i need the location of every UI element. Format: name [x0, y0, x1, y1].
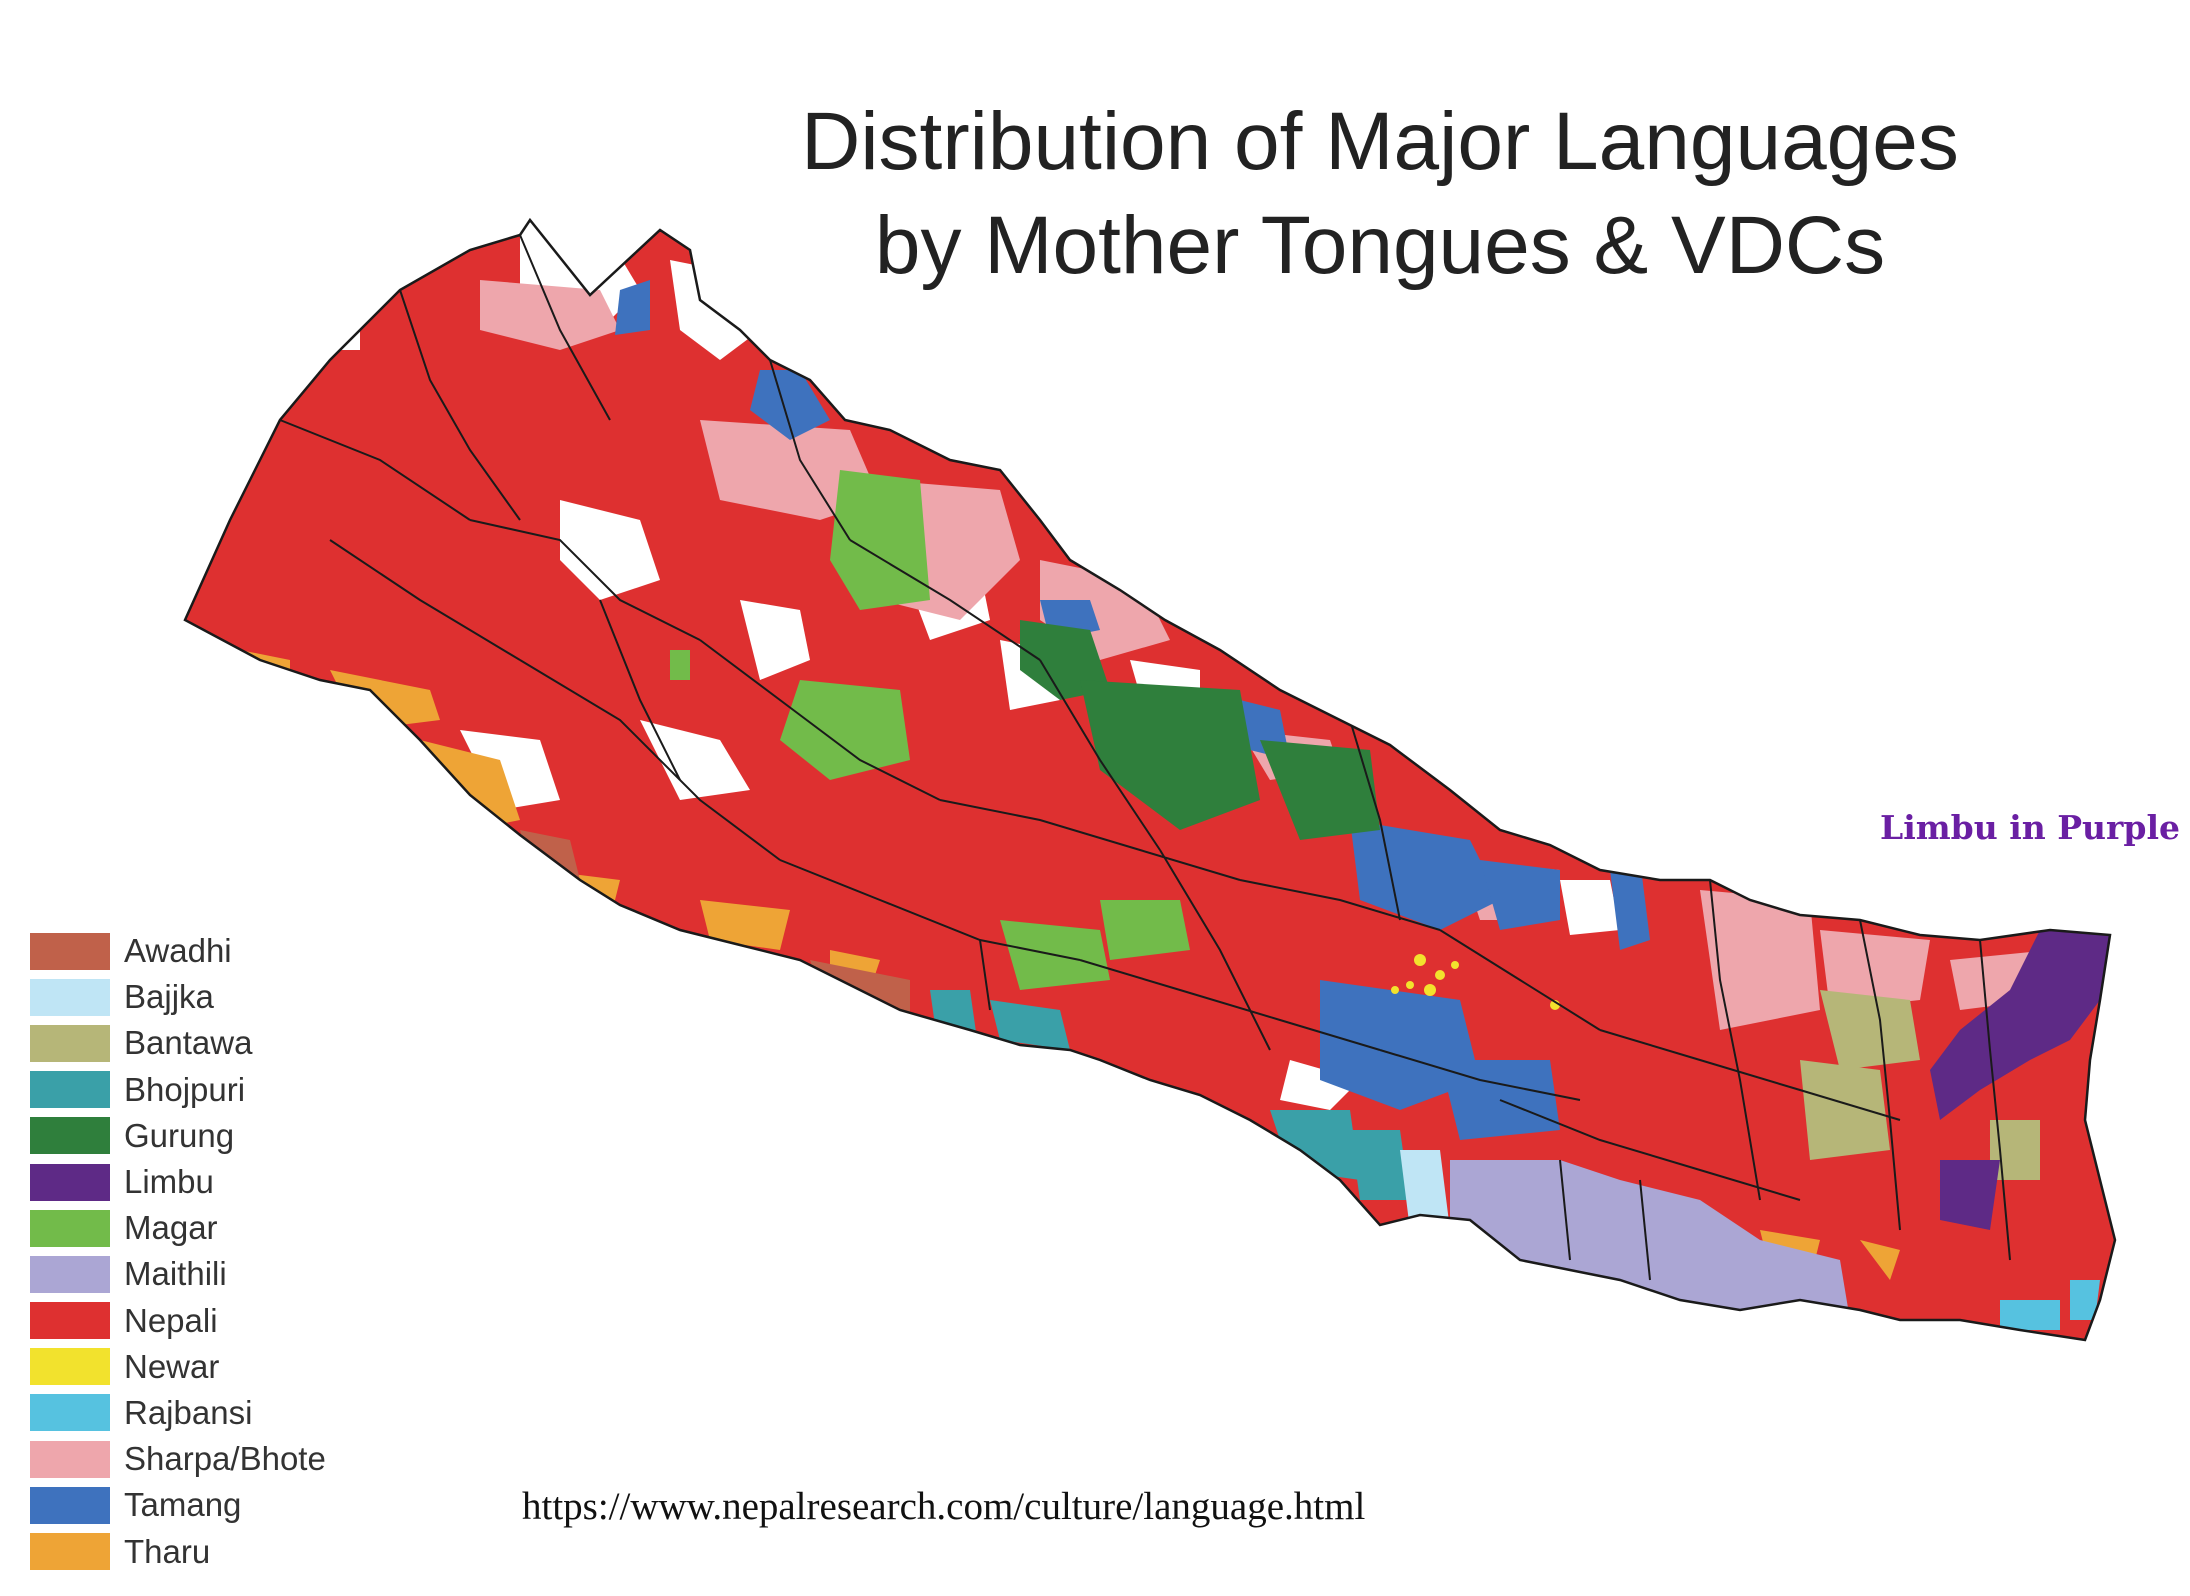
legend-item-maithili: Maithili	[30, 1251, 326, 1297]
legend-swatch	[30, 1440, 110, 1478]
legend-label: Maithili	[124, 1255, 227, 1293]
legend-label: Bhojpuri	[124, 1070, 246, 1108]
legend-item-bhojpuri: Bhojpuri	[30, 1067, 326, 1113]
legend-item-nepali: Nepali	[30, 1298, 326, 1344]
legend-label: Gurung	[124, 1116, 235, 1154]
district-boundaries	[279, 234, 2011, 1281]
legend-swatch	[30, 1071, 110, 1109]
legend-swatch	[30, 1302, 110, 1340]
source-url: https://www.nepalresearch.com/culture/la…	[522, 1485, 1366, 1528]
legend-swatch	[30, 1255, 110, 1293]
region-magar	[670, 470, 1190, 990]
legend-label: Rajbansi	[124, 1393, 253, 1431]
map-title-line-2: by Mother Tongues & VDCs	[874, 200, 1886, 291]
legend-label: Sharpa/Bhote	[124, 1440, 326, 1478]
limbu-note: Limbu in Purple	[1880, 808, 2181, 847]
legend-swatch	[30, 1117, 110, 1155]
legend-item-awadhi: Awadhi	[30, 928, 326, 974]
legend-item-newar: Newar	[30, 1344, 326, 1390]
legend-label: Tharu	[124, 1532, 211, 1570]
legend-item-gurung: Gurung	[30, 1113, 326, 1159]
legend-item-tamang: Tamang	[30, 1482, 326, 1528]
region-gurung	[1020, 620, 1380, 840]
legend: Awadhi Bajjka Bantawa Bhojpuri Gurung Limbu Ma…	[30, 928, 326, 1575]
region-tamang	[615, 280, 1650, 1140]
legend-label: Limbu	[124, 1163, 214, 1201]
legend-item-sharpa-bhote: Sharpa/Bhote	[30, 1436, 326, 1482]
region-rajbansi	[2000, 1280, 2100, 1330]
legend-label: Nepali	[124, 1301, 218, 1339]
legend-label: Bajjka	[124, 978, 214, 1016]
region-bajjka	[1400, 1150, 1450, 1230]
legend-swatch	[30, 932, 110, 970]
legend-swatch	[30, 1209, 110, 1247]
region-newar	[1391, 954, 1560, 1010]
nepal-border	[183, 217, 2117, 1342]
legend-swatch	[30, 1533, 110, 1571]
legend-item-rajbansi: Rajbansi	[30, 1390, 326, 1436]
language-regions	[185, 220, 2115, 1340]
legend-item-magar: Magar	[30, 1205, 326, 1251]
legend-item-bajjka: Bajjka	[30, 974, 326, 1020]
legend-swatch	[30, 1024, 110, 1062]
legend-swatch	[30, 1163, 110, 1201]
map-title: Distribution of Major Languages by Mothe…	[620, 90, 2140, 298]
legend-swatch	[30, 1486, 110, 1524]
legend-label: Newar	[124, 1347, 220, 1385]
region-bantawa	[1800, 990, 2040, 1180]
legend-item-limbu: Limbu	[30, 1159, 326, 1205]
legend-label: Awadhi	[124, 932, 232, 970]
map-title-line-1: Distribution of Major Languages	[801, 96, 1959, 187]
legend-swatch	[30, 978, 110, 1016]
region-maithili	[1450, 1160, 1850, 1320]
legend-swatch	[30, 1394, 110, 1432]
legend-label: Tamang	[124, 1486, 242, 1524]
legend-item-bantawa: Bantawa	[30, 1020, 326, 1066]
legend-swatch	[30, 1348, 110, 1386]
legend-item-tharu: Tharu	[30, 1528, 326, 1574]
legend-label: Magar	[124, 1209, 218, 1247]
legend-label: Bantawa	[124, 1024, 253, 1062]
region-limbu	[1930, 930, 2110, 1230]
